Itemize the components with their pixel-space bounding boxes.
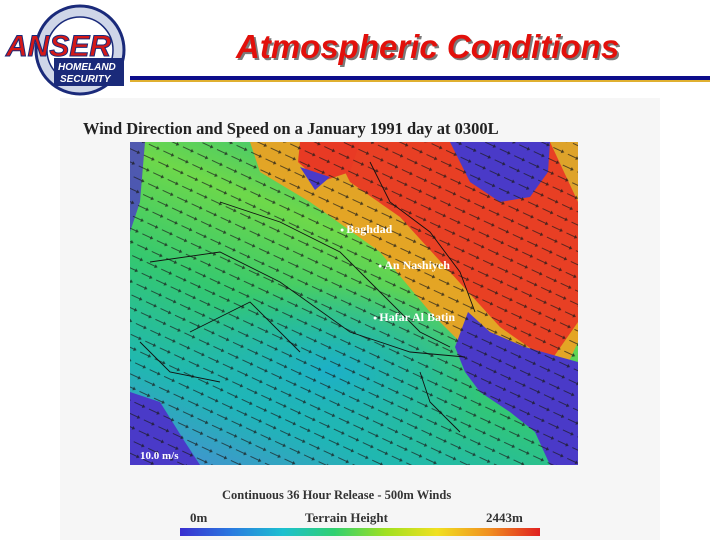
wind-arrows	[130, 142, 578, 465]
city-label-an-nashiyeh: An Nashiyeh	[378, 258, 450, 273]
wind-speed-map	[130, 142, 578, 465]
title-rule	[130, 76, 710, 80]
legend-min: 0m	[190, 510, 208, 525]
legend-title: Terrain Height	[305, 510, 388, 525]
city-label-baghdad: Baghdad	[340, 222, 392, 237]
svg-text:HOMELAND: HOMELAND	[58, 62, 116, 73]
wind-scale-label: 10.0 m/s	[140, 450, 179, 462]
city-label-hafar-al-batin: Hafar Al Batin	[373, 310, 455, 325]
terrain-color-bar	[180, 528, 540, 536]
anser-homeland-security-logo: ANSER HOMELAND SECURITY	[5, 4, 126, 96]
wind-map-figure: Wind Direction and Speed on a January 19…	[60, 98, 660, 540]
slide-title: Atmospheric Conditions	[236, 28, 620, 65]
country-borders	[139, 161, 476, 433]
legend-max: 2443m	[486, 510, 523, 525]
svg-text:ANSER: ANSER	[5, 30, 111, 63]
title-rule-accent	[130, 80, 710, 82]
terrain-legend: 0m Terrain Height 2443m	[190, 510, 540, 528]
figure-title: Wind Direction and Speed on a January 19…	[83, 119, 499, 138]
figure-caption: Continuous 36 Hour Release - 500m Winds	[222, 488, 452, 502]
svg-text:SECURITY: SECURITY	[60, 74, 112, 85]
